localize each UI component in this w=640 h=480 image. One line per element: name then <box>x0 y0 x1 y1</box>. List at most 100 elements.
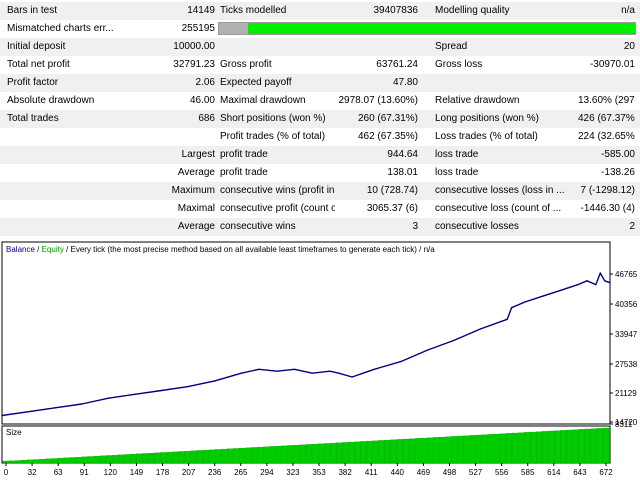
size-bar <box>451 436 458 464</box>
report-cell <box>220 38 335 56</box>
size-bar <box>275 445 282 464</box>
report-cell: -1446.30 (4) <box>580 203 635 214</box>
report-row: Maximum consecutive wins (profit in ... 10… <box>0 182 640 200</box>
report-row: Maximal consecutive profit (count o... 306… <box>0 200 640 218</box>
size-bar <box>445 436 452 464</box>
report-cell: 39407836 <box>373 5 419 16</box>
size-bar <box>269 446 276 464</box>
x-tick-label: 411 <box>365 468 378 477</box>
size-bar <box>566 429 573 464</box>
report-cell: Gross loss <box>435 59 483 70</box>
report-table: Bars in test 14149 Ticks modelled 39407836 M… <box>0 0 640 238</box>
series-point <box>586 280 588 282</box>
size-bar <box>378 440 385 464</box>
size-bar <box>366 440 373 464</box>
report-cell <box>7 182 152 200</box>
report-cell: Ticks modelled <box>220 5 287 16</box>
report-cell: Spread <box>435 41 468 52</box>
series-point <box>338 372 340 374</box>
size-bar <box>136 453 143 464</box>
size-bar <box>524 432 531 464</box>
report-row: Total trades 686 Short positions (won %) 26… <box>0 110 640 128</box>
size-bar <box>93 456 101 464</box>
series-point <box>27 411 30 413</box>
size-bar <box>372 440 379 464</box>
report-cell: 32791.23 <box>173 59 215 70</box>
legend-mode: Every tick (the most precise method base… <box>71 245 418 254</box>
size-bar <box>590 428 598 464</box>
series-point <box>577 283 579 286</box>
x-tick-label: 207 <box>182 468 196 477</box>
report-cell: n/a <box>621 5 635 16</box>
size-bar <box>299 444 307 464</box>
report-row: Profit trades (% of total) 462 (67.35%) Lo… <box>0 128 640 146</box>
report-cell: 3065.37 (6) <box>366 203 418 214</box>
size-bar <box>390 439 398 464</box>
series-point <box>1 414 3 417</box>
size-bar <box>221 448 228 464</box>
report-cell: Initial deposit <box>7 41 66 52</box>
series-point <box>214 380 216 382</box>
series-point <box>107 397 110 399</box>
size-bar <box>281 445 288 464</box>
report-cell: profit trade <box>220 167 268 178</box>
y-tick-label: 33947 <box>615 330 638 339</box>
size-bar <box>499 433 507 464</box>
report-row: Average consecutive wins 3 consecutive loss… <box>0 218 640 236</box>
size-bar <box>324 443 331 464</box>
size-bar <box>517 432 525 464</box>
report-cell: Long positions (won %) <box>435 113 539 124</box>
size-bar <box>342 442 349 464</box>
size-bar <box>178 451 185 464</box>
x-tick-label: 672 <box>599 468 613 477</box>
size-bar <box>348 441 355 464</box>
size-bar <box>487 434 495 464</box>
report-row: Average profit trade 138.01 loss trade -138.… <box>0 164 640 182</box>
chart-legend: Balance / Equity / Every tick (the most … <box>6 245 435 254</box>
size-bar <box>142 453 149 464</box>
report-cell: Average <box>177 221 215 232</box>
report-cell: Relative drawdown <box>435 95 520 106</box>
size-bar <box>463 435 470 464</box>
series-point <box>595 283 597 286</box>
series-point <box>453 339 455 342</box>
series-point <box>276 370 278 372</box>
x-tick-label: 353 <box>312 468 326 477</box>
y-tick-label: 21129 <box>615 389 637 398</box>
size-bar <box>160 452 167 464</box>
report-cell: Profit factor <box>7 77 59 88</box>
size-bar <box>469 435 476 464</box>
report-row: Profit factor 2.06 Expected payoff 47.80 <box>0 74 640 92</box>
x-tick-label: 440 <box>391 468 405 477</box>
series-point <box>524 301 526 303</box>
y-tick-label: 14720 <box>615 418 638 427</box>
x-tick-label: 236 <box>208 468 222 477</box>
report-cell: Largest <box>181 149 215 160</box>
size-bar <box>336 442 343 464</box>
size-bar <box>172 451 179 464</box>
report-cell: 10000.00 <box>173 41 215 52</box>
size-bar <box>75 457 82 464</box>
x-tick-label: 149 <box>130 468 144 477</box>
size-bar <box>81 456 88 464</box>
x-tick-label: 265 <box>234 468 248 477</box>
size-bar <box>542 431 549 464</box>
report-row: Bars in test 14149 Ticks modelled 39407836 M… <box>0 2 640 20</box>
series-point <box>426 349 429 351</box>
report-row: Mismatched charts err... 255195 <box>0 20 640 38</box>
size-bar <box>214 449 222 464</box>
report-row: Largest profit trade 944.64 loss trade -585.… <box>0 146 640 164</box>
series-point <box>293 368 296 370</box>
report-cell: 63761.24 <box>376 59 418 70</box>
report-cell: 138.01 <box>387 167 418 178</box>
y-tick-label: 27538 <box>615 360 638 369</box>
quality-gray-segment <box>219 23 249 34</box>
report-cell: 2 <box>629 221 635 232</box>
report-cell: 14149 <box>187 5 215 16</box>
size-bar <box>475 434 482 464</box>
size-bar <box>572 429 579 464</box>
x-tick-label: 585 <box>521 468 535 477</box>
report-cell: 462 (67.35%) <box>357 131 418 142</box>
x-tick-label: 643 <box>573 468 587 477</box>
series-point <box>479 328 482 330</box>
